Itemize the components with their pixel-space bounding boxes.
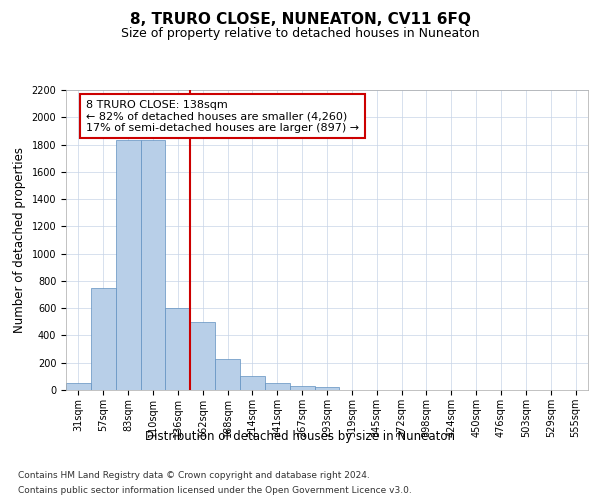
Text: Distribution of detached houses by size in Nuneaton: Distribution of detached houses by size … [145, 430, 455, 443]
Bar [240, 376, 265, 390]
Bar [66, 383, 91, 390]
Bar [215, 358, 240, 390]
Text: 8, TRURO CLOSE, NUNEATON, CV11 6FQ: 8, TRURO CLOSE, NUNEATON, CV11 6FQ [130, 12, 470, 28]
Bar [116, 140, 140, 390]
Text: Contains public sector information licensed under the Open Government Licence v3: Contains public sector information licen… [18, 486, 412, 495]
Text: Contains HM Land Registry data © Crown copyright and database right 2024.: Contains HM Land Registry data © Crown c… [18, 471, 370, 480]
Bar [265, 383, 290, 390]
Y-axis label: Number of detached properties: Number of detached properties [13, 147, 26, 333]
Bar [91, 288, 116, 390]
Bar [140, 140, 166, 390]
Text: 8 TRURO CLOSE: 138sqm
← 82% of detached houses are smaller (4,260)
17% of semi-d: 8 TRURO CLOSE: 138sqm ← 82% of detached … [86, 100, 359, 132]
Bar [314, 388, 340, 390]
Bar [290, 386, 314, 390]
Bar [190, 322, 215, 390]
Bar [166, 308, 190, 390]
Text: Size of property relative to detached houses in Nuneaton: Size of property relative to detached ho… [121, 28, 479, 40]
